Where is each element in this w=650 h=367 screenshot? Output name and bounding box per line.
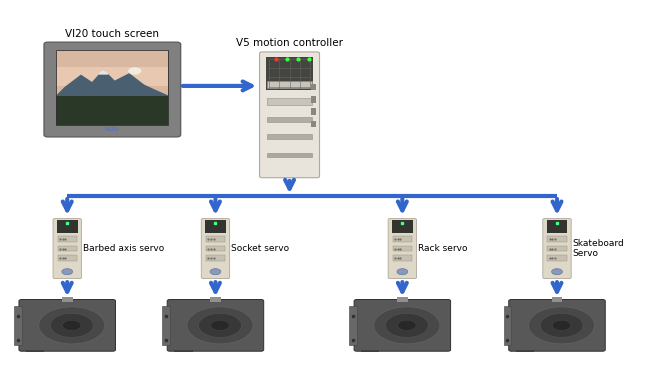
FancyBboxPatch shape (393, 246, 412, 251)
FancyBboxPatch shape (547, 220, 567, 233)
FancyBboxPatch shape (57, 220, 77, 233)
Text: V5 motion controller: V5 motion controller (236, 38, 343, 48)
FancyBboxPatch shape (509, 299, 605, 351)
FancyBboxPatch shape (551, 297, 562, 302)
FancyBboxPatch shape (206, 255, 225, 261)
Circle shape (62, 269, 73, 275)
FancyBboxPatch shape (266, 117, 313, 122)
FancyBboxPatch shape (26, 350, 44, 352)
Polygon shape (99, 70, 108, 74)
FancyBboxPatch shape (266, 98, 313, 105)
FancyBboxPatch shape (62, 297, 73, 302)
FancyBboxPatch shape (57, 96, 168, 124)
FancyBboxPatch shape (311, 84, 316, 90)
FancyBboxPatch shape (393, 255, 412, 261)
Circle shape (211, 320, 229, 331)
FancyBboxPatch shape (58, 246, 77, 251)
FancyBboxPatch shape (57, 67, 168, 86)
FancyBboxPatch shape (205, 220, 226, 233)
FancyBboxPatch shape (14, 306, 21, 345)
FancyBboxPatch shape (266, 81, 313, 88)
FancyBboxPatch shape (259, 52, 320, 178)
FancyBboxPatch shape (354, 299, 450, 351)
FancyBboxPatch shape (266, 57, 313, 90)
FancyBboxPatch shape (397, 297, 408, 302)
FancyBboxPatch shape (44, 42, 181, 137)
FancyBboxPatch shape (19, 299, 116, 351)
FancyBboxPatch shape (392, 220, 413, 233)
Text: Socket servo: Socket servo (231, 244, 289, 253)
FancyBboxPatch shape (311, 108, 316, 115)
Circle shape (50, 313, 94, 337)
Circle shape (198, 313, 242, 337)
FancyBboxPatch shape (167, 299, 264, 351)
FancyBboxPatch shape (349, 306, 357, 345)
Circle shape (552, 320, 571, 331)
FancyBboxPatch shape (547, 255, 567, 261)
FancyBboxPatch shape (206, 236, 225, 241)
Circle shape (210, 269, 221, 275)
FancyBboxPatch shape (210, 297, 221, 302)
Text: Rack servo: Rack servo (418, 244, 467, 253)
FancyBboxPatch shape (388, 219, 417, 279)
FancyBboxPatch shape (543, 219, 571, 279)
Circle shape (39, 307, 105, 344)
Circle shape (540, 313, 583, 337)
FancyBboxPatch shape (311, 121, 316, 127)
FancyBboxPatch shape (547, 246, 567, 251)
FancyBboxPatch shape (393, 236, 412, 241)
FancyBboxPatch shape (57, 50, 168, 96)
Circle shape (62, 320, 81, 331)
Circle shape (385, 313, 428, 337)
Text: Skateboard
Servo: Skateboard Servo (573, 239, 624, 258)
FancyBboxPatch shape (516, 350, 534, 352)
Circle shape (528, 307, 595, 344)
Text: Barbed axis servo: Barbed axis servo (83, 244, 164, 253)
Text: VI20 touch screen: VI20 touch screen (66, 29, 159, 39)
FancyBboxPatch shape (547, 236, 567, 241)
Circle shape (374, 307, 440, 344)
FancyBboxPatch shape (266, 153, 313, 157)
FancyBboxPatch shape (53, 219, 81, 279)
FancyBboxPatch shape (311, 96, 316, 102)
Circle shape (397, 269, 408, 275)
FancyBboxPatch shape (162, 306, 170, 345)
FancyBboxPatch shape (361, 350, 380, 352)
FancyBboxPatch shape (202, 219, 229, 279)
FancyBboxPatch shape (206, 246, 225, 251)
FancyBboxPatch shape (58, 255, 77, 261)
Circle shape (128, 67, 142, 75)
Text: VI20: VI20 (105, 127, 120, 132)
FancyBboxPatch shape (174, 350, 192, 352)
Circle shape (187, 307, 253, 344)
Circle shape (398, 320, 416, 331)
Polygon shape (57, 70, 168, 96)
FancyBboxPatch shape (58, 236, 77, 241)
FancyBboxPatch shape (266, 134, 313, 139)
Circle shape (552, 269, 562, 275)
FancyBboxPatch shape (504, 306, 512, 345)
